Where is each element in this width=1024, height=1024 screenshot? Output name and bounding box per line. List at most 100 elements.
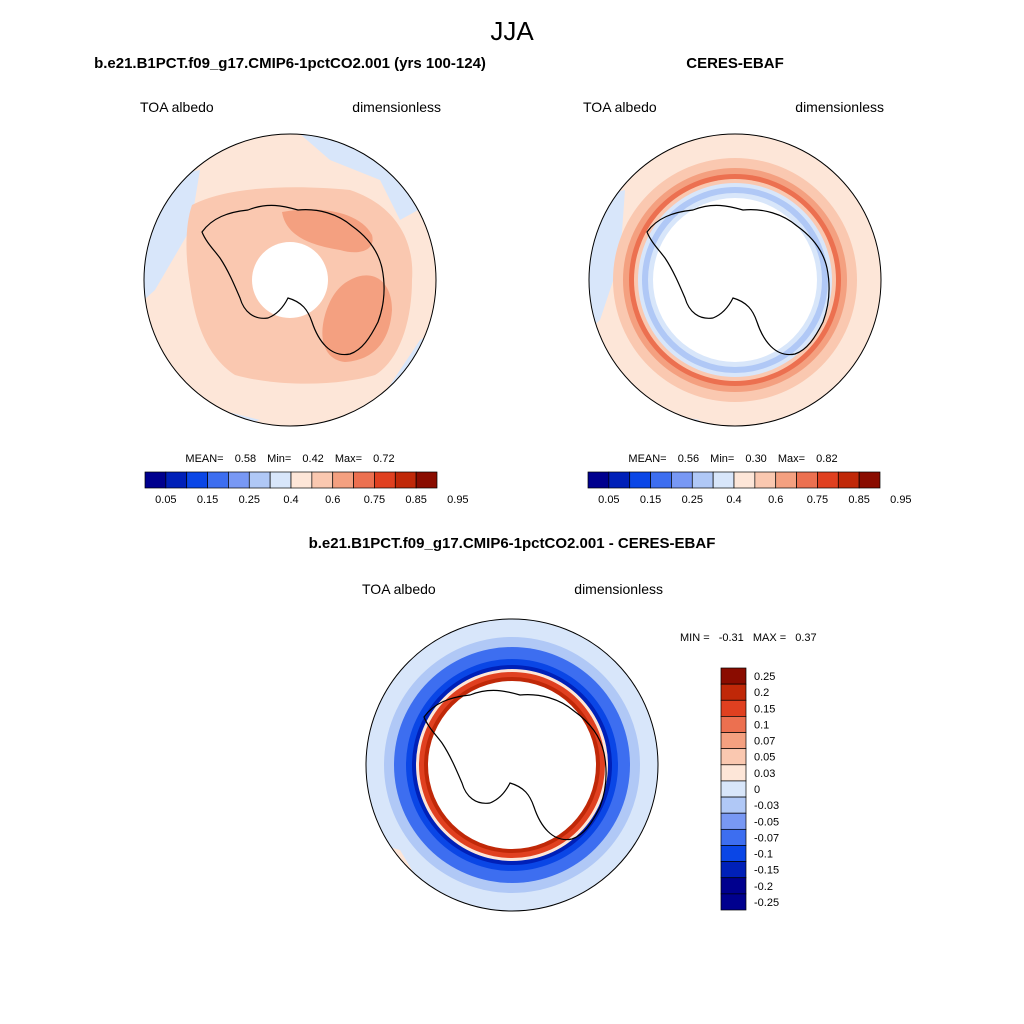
map-diff: [365, 618, 659, 912]
colorbar-diff: 0.25 0.2 0.15 0.1 0.07 0.05 0.03 0 -0.03 -0.05 -0.…: [720, 667, 779, 911]
colorbar-swatch: [587, 471, 610, 489]
min-label: MIN =: [680, 632, 710, 644]
colorbar-tick-label: 0.4: [283, 494, 298, 506]
colorbar-tick-label: 0.6: [325, 494, 340, 506]
min-label: Min=: [710, 453, 734, 465]
colorbar-swatch: [733, 471, 756, 489]
colorbar-tick-label: 0.4: [726, 494, 741, 506]
colorbar-swatch: [374, 471, 396, 489]
mean-value: 0.56: [678, 453, 699, 465]
figure-title: JJA: [490, 16, 534, 46]
colorbar-swatch: [720, 861, 747, 879]
colorbar-swatch: [720, 828, 747, 846]
colorbar-swatch: [754, 471, 777, 489]
colorbar-tick-label: -0.07: [754, 832, 779, 844]
colorbar-swatch: [691, 471, 714, 489]
colorbar-swatch: [353, 471, 375, 489]
colorbar-tick-label: -0.2: [754, 881, 773, 893]
colorbar-obs: 0.05 0.15 0.25 0.4 0.6 0.75 0.85 0.95: [587, 471, 912, 506]
colorbar-tick-label: 0.6: [768, 494, 783, 506]
colorbar-swatch: [775, 471, 797, 489]
colorbar-swatch: [712, 471, 735, 489]
colorbar-tick-label: 0.1: [754, 719, 769, 731]
colorbar-tick-label: 0.95: [890, 494, 911, 506]
colorbar-swatch: [269, 471, 292, 489]
colorbar-swatch: [186, 471, 208, 489]
colorbar-swatch: [311, 471, 334, 489]
colorbar-swatch: [858, 471, 881, 489]
colorbar-swatch: [207, 471, 229, 489]
colorbar-tick-label: 0.05: [155, 494, 176, 506]
colorbar-tick-label: 0.75: [364, 494, 385, 506]
min-value: -0.31: [719, 632, 744, 644]
colorbar-swatch: [608, 471, 631, 489]
colorbar-tick-label: 0.05: [754, 752, 775, 764]
colorbar-swatch: [650, 471, 672, 489]
colorbar-tick-label: -0.25: [754, 897, 779, 909]
panel-obs: CERES-EBAF TOA albedo dimensionless MEAN…: [583, 55, 912, 506]
colorbar-tick-label: 0.85: [405, 494, 426, 506]
colorbar-tick-label: 0.95: [447, 494, 468, 506]
colorbar-swatch: [720, 796, 747, 814]
colorbar-swatch: [394, 471, 417, 489]
colorbar-swatch: [720, 893, 747, 911]
variable-label: TOA albedo: [140, 99, 214, 115]
map-model: [143, 133, 437, 427]
max-label: Max=: [778, 453, 805, 465]
colorbar-tick-label: -0.05: [754, 816, 779, 828]
panel-title: b.e21.B1PCT.f09_g17.CMIP6-1pctCO2.001 (y…: [94, 55, 486, 72]
colorbar-tick-label: 0.25: [239, 494, 260, 506]
variable-label: TOA albedo: [362, 581, 436, 597]
colorbar-swatch: [796, 471, 818, 489]
colorbar-tick-label: -0.03: [754, 800, 779, 812]
panel-diff: b.e21.B1PCT.f09_g17.CMIP6-1pctCO2.001 - …: [309, 535, 817, 912]
colorbar-swatch: [720, 667, 747, 685]
stats-line: MEAN= 0.58 Min= 0.42 Max= 0.72: [185, 453, 394, 465]
units-label: dimensionless: [574, 581, 663, 597]
colorbar-tick-label: 0.05: [598, 494, 619, 506]
colorbar-swatch: [817, 471, 839, 489]
colorbar-swatch: [720, 780, 747, 798]
max-value: 0.82: [816, 453, 837, 465]
colorbar-tick-label: 0.75: [807, 494, 828, 506]
map-obs: [588, 133, 882, 427]
colorbar-swatch: [415, 471, 438, 489]
colorbar-swatch: [228, 471, 250, 489]
colorbar-model: 0.05 0.15 0.25 0.4 0.6 0.75 0.85 0.95: [144, 471, 469, 506]
mean-label: MEAN=: [628, 453, 666, 465]
colorbar-swatch: [720, 732, 747, 750]
stats-line: MEAN= 0.56 Min= 0.30 Max= 0.82: [628, 453, 837, 465]
colorbar-swatch: [332, 471, 354, 489]
units-label: dimensionless: [352, 99, 441, 115]
colorbar-tick-label: -0.15: [754, 865, 779, 877]
colorbar-tick-label: 0.03: [754, 768, 775, 780]
colorbar-swatch: [837, 471, 860, 489]
colorbar-swatch: [720, 748, 747, 766]
colorbar-swatch: [629, 471, 651, 489]
colorbar-swatch: [671, 471, 693, 489]
colorbar-tick-label: -0.1: [754, 849, 773, 861]
colorbar-swatch: [720, 812, 747, 830]
units-label: dimensionless: [795, 99, 884, 115]
max-value: 0.72: [373, 453, 394, 465]
colorbar-tick-label: 0.2: [754, 687, 769, 699]
colorbar-tick-label: 0.25: [682, 494, 703, 506]
colorbar-swatch: [720, 764, 747, 782]
min-value: 0.30: [745, 453, 766, 465]
colorbar-swatch: [720, 683, 747, 701]
colorbar-tick-label: 0.85: [848, 494, 869, 506]
colorbar-tick-label: 0.15: [754, 703, 775, 715]
stats-line: MIN = -0.31 MAX = 0.37: [680, 632, 817, 644]
colorbar-swatch: [720, 699, 747, 717]
colorbar-tick-label: 0.15: [197, 494, 218, 506]
colorbar-swatch: [720, 845, 747, 862]
max-label: Max=: [335, 453, 362, 465]
panel-model: b.e21.B1PCT.f09_g17.CMIP6-1pctCO2.001 (y…: [94, 55, 486, 506]
colorbar-swatch: [720, 877, 747, 895]
min-value: 0.42: [302, 453, 323, 465]
panel-title: CERES-EBAF: [686, 55, 784, 72]
colorbar-swatch: [720, 716, 747, 733]
max-value: 0.37: [795, 632, 816, 644]
colorbar-swatch: [248, 471, 271, 489]
